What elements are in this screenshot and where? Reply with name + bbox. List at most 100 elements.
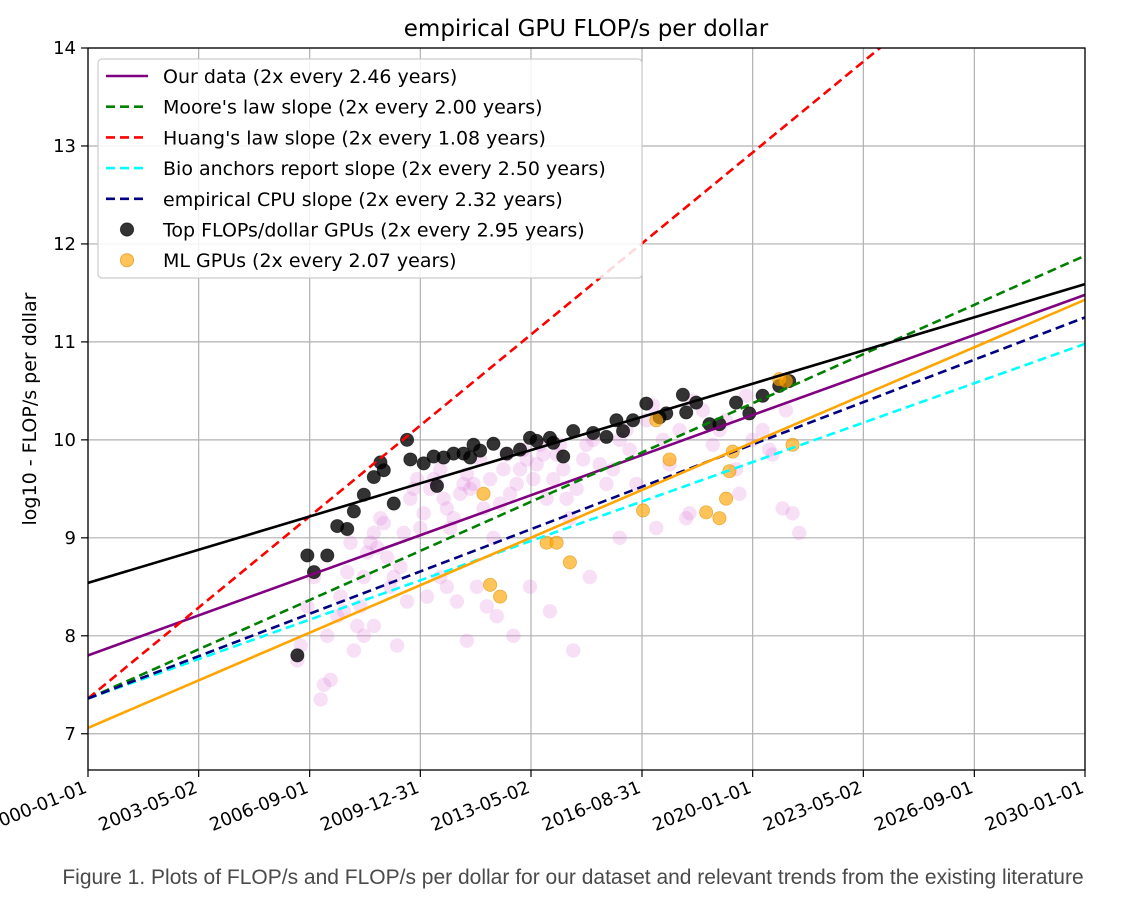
data-point [403,452,418,467]
trend-lines-layer [88,48,1085,730]
x-tick-label: 2006-09-01 [207,777,312,836]
x-tick-label: 2023-05-02 [760,777,865,836]
data-point [366,525,382,541]
data-point [719,491,734,506]
x-tick-label: 2000-01-01 [0,777,90,836]
x-tick-label: 2009-12-31 [317,777,422,836]
trend-line [88,293,1085,657]
data-point [439,501,455,516]
data-point [566,643,581,658]
data-point [738,388,754,403]
legend-frame [97,58,643,279]
trend-line [88,298,1085,730]
data-point [416,506,431,521]
x-tick-label: 2013-05-02 [428,777,533,836]
legend-label: empirical CPU slope (2x every 2.32 years… [163,189,563,211]
data-point [556,449,571,464]
legend-marker-swatch [119,222,135,237]
data-point [569,481,584,497]
data-point [419,589,435,604]
data-point [712,511,727,526]
data-point [396,525,411,541]
data-point [612,530,627,546]
data-point [346,643,362,658]
data-point [290,648,305,663]
data-point [453,486,468,501]
data-point [506,628,521,643]
data-point [523,430,538,445]
data-point [459,633,475,648]
data-point [379,550,395,565]
data-point [579,437,594,452]
data-point [316,677,332,692]
data-point [699,505,714,520]
data-point [582,569,598,585]
x-tick-label: 2026-09-01 [871,777,976,836]
data-point [462,481,478,497]
data-point [482,471,498,487]
data-point [483,577,498,592]
data-point [366,618,382,634]
data-point [732,486,747,501]
data-point [439,579,455,595]
y-tick-label: 10 [53,430,76,451]
y-tick-label: 12 [53,234,76,255]
figure-caption: Figure 1. Plots of FLOP/s and FLOP/s per… [62,866,1084,889]
data-point [509,476,524,492]
legend-label: Moore's law slope (2x every 2.00 years) [163,97,543,119]
x-tick-label: 2030-01-01 [982,777,1087,836]
data-point [655,432,671,448]
data-point [526,471,541,487]
trend-line [88,342,1085,700]
trend-line [88,282,1085,585]
legend-label: ML GPUs (2x every 2.07 years) [163,250,457,272]
data-point [456,476,471,492]
y-tick-label: 8 [65,626,76,647]
data-point [755,422,770,438]
trend-line [88,254,1085,700]
data-point [546,471,561,487]
data-point [366,470,381,485]
data-point [599,429,614,444]
data-point [320,548,335,563]
data-point [649,413,664,428]
legend: Our data (2x every 2.46 years) Moore's la… [97,58,643,279]
data-point [416,456,431,471]
data-point [473,443,488,458]
data-point [512,462,528,477]
x-tick-label: 2016-08-31 [539,777,644,836]
data-point [493,589,508,604]
data-point [679,405,694,420]
data-point [413,520,428,536]
y-tick-label: 7 [65,724,76,745]
data-point [393,560,408,575]
y-tick-label: 13 [53,136,76,157]
data-point [562,555,577,570]
data-point [556,462,571,477]
trend-line [88,316,1085,700]
chart: empirical GPU FLOP/s per dollar 2000-01-… [0,16,1087,836]
legend-label: Huang's law slope (2x every 1.08 years) [163,127,546,149]
legend-label: Bio anchors report slope (2x every 2.50 … [163,158,606,180]
data-point [320,628,335,643]
data-point [729,395,744,410]
data-point [559,491,574,506]
chart-title: empirical GPU FLOP/s per dollar [404,16,769,42]
x-axis: 2000-01-01 2003-05-02 2006-09-01 2009-12-31… [0,770,1087,836]
data-point [376,515,391,531]
data-point [762,442,777,457]
data-point [463,450,478,465]
data-point [682,506,697,521]
data-point [502,486,518,501]
data-point [486,436,501,451]
data-point [616,424,631,439]
data-point [536,447,551,462]
data-point [705,437,720,452]
y-tick-label: 14 [53,38,76,59]
data-point [346,504,361,519]
data-point [635,503,650,518]
data-point [356,628,372,643]
data-point [599,476,614,492]
data-point [389,638,405,653]
data-point [489,608,504,624]
